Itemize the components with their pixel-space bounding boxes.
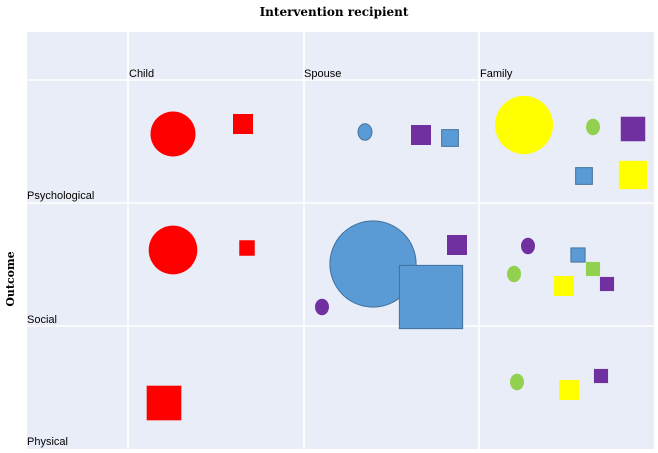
- mark-blue-square: [575, 167, 593, 185]
- mark-blue-square: [441, 129, 459, 147]
- mark-purple-square: [620, 116, 646, 142]
- column-label-family: Family: [480, 68, 513, 80]
- mark-yellow-square: [554, 276, 574, 296]
- mark-green-circle: [586, 118, 600, 136]
- chart-title: Intervention recipient: [260, 5, 409, 19]
- mark-red-square: [146, 385, 182, 421]
- mark-purple-circle: [521, 237, 535, 255]
- row-label-physical: Physical: [27, 436, 68, 448]
- mark-purple-square: [593, 368, 609, 384]
- mark-purple-square: [599, 276, 615, 292]
- column-label-child: Child: [129, 68, 154, 80]
- y-axis-label: Outcome: [4, 251, 17, 306]
- mark-red-square: [239, 240, 255, 256]
- row-label-social: Social: [27, 314, 57, 326]
- mark-yellow-circle: [494, 95, 554, 155]
- mark-red-circle: [148, 225, 198, 275]
- mark-yellow-square: [618, 160, 648, 190]
- mark-purple-square: [447, 235, 467, 255]
- mark-blue-circle: [357, 123, 373, 141]
- marks-layer: [146, 95, 648, 421]
- row-label-psychological: Psychological: [27, 190, 94, 202]
- mark-yellow-square: [559, 380, 579, 400]
- mark-blue-square: [398, 264, 464, 330]
- mark-red-circle: [150, 111, 196, 157]
- column-label-spouse: Spouse: [304, 68, 341, 80]
- mark-blue-circle: [329, 220, 417, 308]
- mark-green-circle: [510, 373, 524, 391]
- mark-blue-square: [570, 247, 586, 263]
- mark-green-circle: [507, 265, 521, 283]
- mark-purple-square: [411, 125, 431, 145]
- mark-red-square: [233, 114, 253, 134]
- mark-green-square: [585, 261, 601, 277]
- mark-purple-circle: [315, 298, 329, 316]
